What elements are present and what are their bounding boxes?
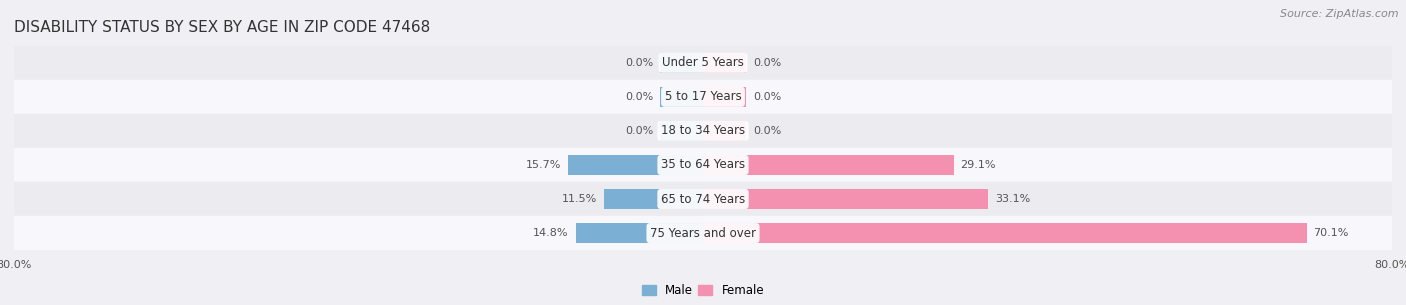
Text: 33.1%: 33.1%: [995, 194, 1031, 204]
Text: 15.7%: 15.7%: [526, 160, 561, 170]
Text: 70.1%: 70.1%: [1313, 228, 1348, 238]
Text: Under 5 Years: Under 5 Years: [662, 56, 744, 69]
Bar: [659, 53, 703, 73]
Text: 11.5%: 11.5%: [562, 194, 598, 204]
Text: 0.0%: 0.0%: [754, 126, 782, 136]
Bar: [659, 121, 703, 141]
Bar: [703, 223, 1306, 243]
Bar: [568, 155, 703, 175]
Bar: [14, 216, 1392, 250]
Text: 5 to 17 Years: 5 to 17 Years: [665, 90, 741, 103]
Text: Source: ZipAtlas.com: Source: ZipAtlas.com: [1281, 9, 1399, 19]
Text: 0.0%: 0.0%: [624, 92, 652, 102]
Text: DISABILITY STATUS BY SEX BY AGE IN ZIP CODE 47468: DISABILITY STATUS BY SEX BY AGE IN ZIP C…: [14, 20, 430, 35]
Text: 0.0%: 0.0%: [754, 58, 782, 68]
Text: 65 to 74 Years: 65 to 74 Years: [661, 192, 745, 206]
Text: 0.0%: 0.0%: [754, 92, 782, 102]
Text: 29.1%: 29.1%: [960, 160, 995, 170]
Bar: [14, 182, 1392, 216]
Bar: [703, 155, 953, 175]
Text: 35 to 64 Years: 35 to 64 Years: [661, 159, 745, 171]
Text: 0.0%: 0.0%: [624, 126, 652, 136]
Bar: [14, 80, 1392, 114]
Bar: [575, 223, 703, 243]
Bar: [14, 148, 1392, 182]
Bar: [703, 189, 988, 209]
Text: 18 to 34 Years: 18 to 34 Years: [661, 124, 745, 137]
Bar: [14, 114, 1392, 148]
Bar: [605, 189, 703, 209]
Legend: Male, Female: Male, Female: [637, 279, 769, 301]
Bar: [659, 87, 703, 107]
Bar: [703, 121, 747, 141]
Text: 14.8%: 14.8%: [533, 228, 568, 238]
Bar: [703, 53, 747, 73]
Text: 75 Years and over: 75 Years and over: [650, 227, 756, 239]
Bar: [703, 87, 747, 107]
Text: 0.0%: 0.0%: [624, 58, 652, 68]
Bar: [14, 46, 1392, 80]
